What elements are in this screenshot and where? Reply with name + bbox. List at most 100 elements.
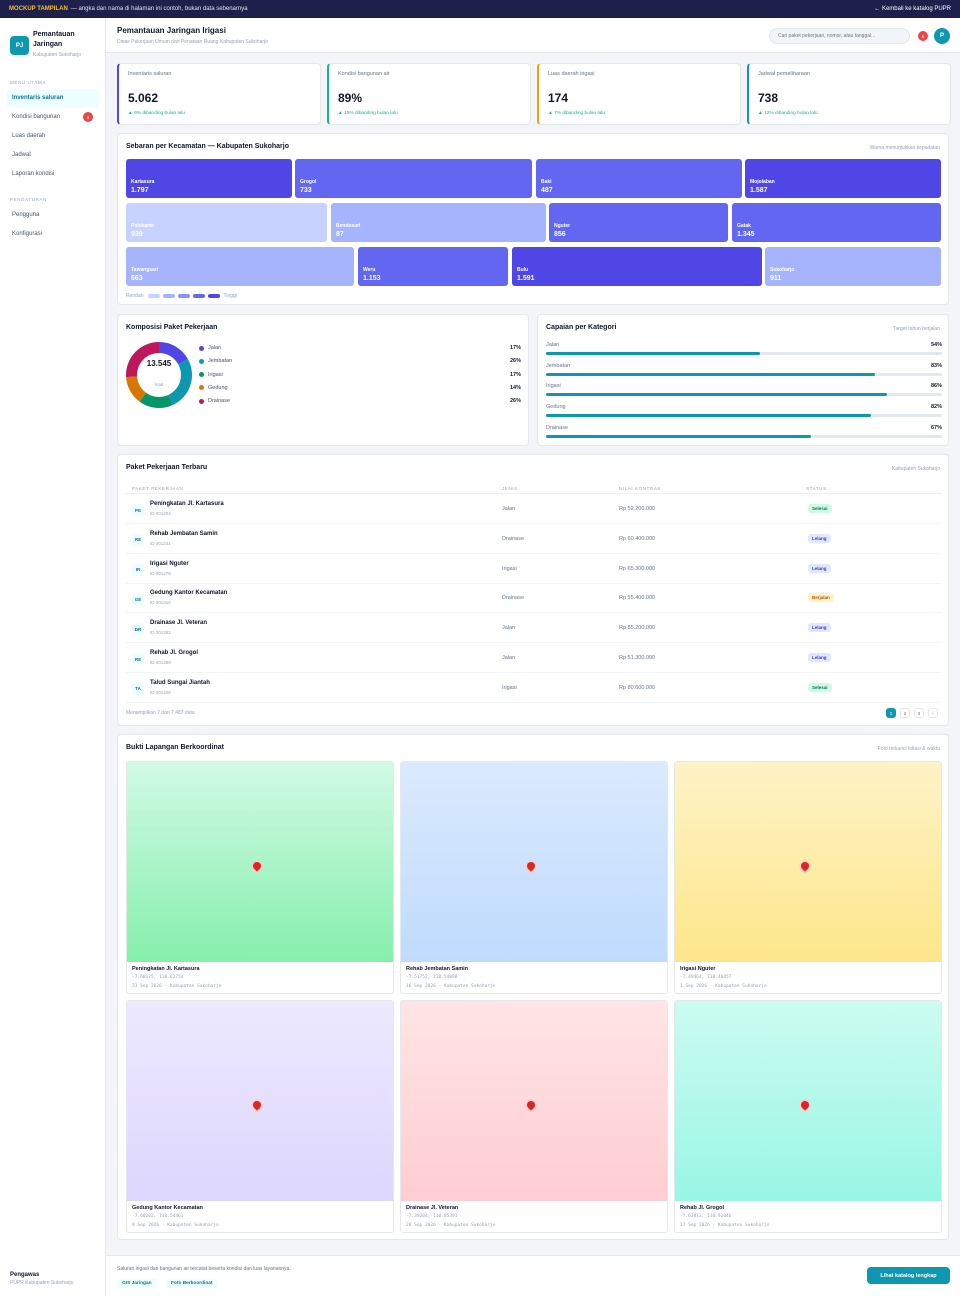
sidebar-item-luas-daerah[interactable]: Luas daerah	[6, 127, 99, 145]
user-info: Pengawas PUPR Kabupaten Sukoharjo	[10, 1272, 73, 1286]
package-name: Peningkatan Jl. Kartasura	[150, 501, 224, 507]
achievement-percent: 82%	[930, 404, 942, 411]
evidence-photo[interactable]: Peningkatan Jl. Kartasura -7.60175, 110.6…	[126, 761, 394, 994]
sidebar-item-kondisi-bangunan[interactable]: Kondisi bangunan 3	[6, 108, 99, 126]
photo-meta: 20 Sep 2026 · Kabupaten Sukoharjo	[406, 1223, 496, 1228]
avatar[interactable]: P	[934, 28, 950, 44]
table-row[interactable]: PE Peningkatan Jl. Kartasura ID 001204 Jala…	[126, 494, 942, 524]
district-tile[interactable]: Bulu 1.591	[512, 247, 762, 286]
package-type: Irigasi	[502, 684, 517, 691]
table-row[interactable]: DR Drainase Jl. Veteran ID 001352 Jalan Rp 8…	[126, 613, 942, 644]
district-name: Grogol	[300, 179, 317, 185]
achievement-percent: 67%	[930, 424, 942, 431]
achievement-row: Gedung 82%	[546, 404, 942, 418]
package-contract: Rp 60.400.000	[619, 535, 656, 542]
sidebar-section-title: PENGATURAN	[10, 197, 47, 202]
page-subtitle: Dinas Pekerjaan Umum dan Penataan Ruang …	[117, 39, 268, 45]
photo-meta: 16 Sep 2026 · Kabupaten Sukoharjo	[406, 984, 496, 989]
achievement-percent: 54%	[930, 342, 942, 348]
achievement-label: Irigasi	[546, 383, 561, 390]
evidence-photo[interactable]: Gedung Kantor Kecamatan -7.60202, 110.544…	[126, 1000, 394, 1233]
table-note: Kabupaten Sukoharjo	[891, 466, 940, 472]
table-row[interactable]: IR Irigasi Nguter ID 001278 Irigasi Rp 65.30…	[126, 554, 942, 584]
stat-card: Inventaris saluran 5.062 ▲ 9% dibanding bu…	[117, 63, 321, 125]
stat-value: 738	[758, 91, 779, 105]
stat-label: Kondisi bangunan air	[338, 71, 390, 77]
package-icon: TA	[132, 682, 144, 695]
package-type: Jalan	[502, 655, 516, 661]
district-tile[interactable]: Nguter 856	[549, 203, 728, 242]
progress-fill	[546, 352, 760, 355]
district-tile[interactable]: Sukoharjo 911	[765, 247, 941, 286]
legend-label: Jembatan	[208, 358, 233, 365]
photo-meta: 17 Sep 2026 · Kabupaten Sukoharjo	[680, 1223, 770, 1228]
next-page-button[interactable]: ›	[928, 708, 938, 718]
sidebar-item-inventaris-saluran[interactable]: Inventaris saluran	[6, 89, 99, 107]
package-id: ID 001315	[150, 600, 171, 606]
package-contract: Rp 80.600.000	[619, 684, 656, 691]
page-button[interactable]: 1	[886, 708, 896, 718]
col-contract: NILAI KONTRAK	[619, 486, 662, 491]
package-name: Talud Sungai Jiantah	[150, 679, 210, 686]
district-tile[interactable]: Tawangsari 663	[126, 247, 354, 286]
package-name: Rehab Jembatan Samin	[150, 530, 218, 537]
legend-dot	[199, 372, 204, 378]
district-value: 663	[131, 275, 143, 282]
district-tile[interactable]: Bendosari 87	[331, 203, 546, 242]
legend-dot	[199, 398, 204, 404]
sidebar-item-jadwal[interactable]: Jadwal	[6, 146, 99, 164]
composition-legend-item: Jembatan 26%	[199, 356, 521, 366]
sidebar-item-konfigurasi[interactable]: Konfigurasi	[6, 225, 99, 243]
legend-label: Irigasi	[208, 371, 223, 378]
legend-label: Drainase	[208, 398, 231, 405]
table-row[interactable]: RE Rehab Jl. Grogol ID 001389 Jalan Rp 51.30…	[126, 643, 942, 673]
photo-meta: 23 Sep 2026 · Kabupaten Sukoharjo	[132, 984, 222, 989]
photo-meta: 1 Sep 2026 · Kabupaten Sukoharjo	[680, 984, 767, 989]
package-id: ID 001278	[150, 570, 171, 576]
notification-badge[interactable]: 5	[918, 31, 928, 41]
photo-caption: Rehab Jembatan Samin	[406, 966, 469, 972]
district-tile[interactable]: Mojolaban 1.587	[745, 159, 941, 198]
achievement-row: Jalan 54%	[546, 342, 942, 355]
view-catalog-button[interactable]: Lihat katalog lengkap	[867, 1267, 950, 1284]
district-value: 87	[336, 231, 344, 238]
chip-photos[interactable]: Foto Berkoordinat	[166, 1279, 218, 1288]
evidence-photo[interactable]: Rehab Jembatan Samin -7.51752, 110.54098 1…	[400, 761, 668, 994]
table-row[interactable]: TA Talud Sungai Jiantah ID 001426 Irigasi Rp…	[126, 673, 942, 703]
photo-coordinates: -7.63813, 110.92046	[680, 1214, 732, 1219]
photos-note: Foto terkunci lokasi & waktu	[877, 746, 940, 752]
stat-card: Jadwal pemeliharaan 738 ▲ 12% dibanding bu…	[747, 63, 951, 125]
search-input[interactable]	[769, 28, 910, 44]
sidebar-item-laporan-kondisi[interactable]: Laporan kondisi	[6, 165, 99, 183]
page-button[interactable]: 2	[900, 708, 910, 718]
treemap-note: Warna menunjukkan kepadatan	[869, 145, 940, 151]
table-row[interactable]: GE Gedung Kantor Kecamatan ID 001315 Draina…	[126, 583, 942, 614]
density-legend: Rendah Tinggi	[126, 293, 237, 299]
package-contract: Rp 85.200.000	[619, 625, 656, 632]
evidence-photo[interactable]: Drainase Jl. Veteran -7.39204, 110.85391 2…	[400, 1000, 668, 1233]
sidebar-item-pengguna[interactable]: Pengguna	[6, 206, 99, 224]
district-tile[interactable]: Grogol 733	[295, 159, 532, 198]
sidebar-item-label: Jadwal	[12, 152, 31, 158]
user-org: PUPR Kabupaten Sukoharjo	[10, 1280, 74, 1286]
stat-value: 5.062	[128, 91, 159, 105]
table-row[interactable]: RE Rehab Jembatan Samin ID 001241 Drainase R…	[126, 524, 942, 554]
package-contract: Rp 55.400.000	[619, 595, 656, 602]
district-tile[interactable]: Polokarto 939	[126, 203, 327, 242]
package-icon: RE	[132, 653, 144, 665]
evidence-photo[interactable]: Irigasi Nguter -7.49464, 110.46457 1 Sep 2…	[674, 761, 942, 994]
sidebar-item-label: Inventaris saluran	[12, 95, 64, 101]
district-tile[interactable]: Kartasura 1.797	[126, 159, 292, 198]
district-tile[interactable]: Gatak 1.345	[732, 203, 941, 242]
district-tile[interactable]: Baki 487	[536, 159, 742, 198]
chip-gis[interactable]: GIS Jaringan	[117, 1279, 157, 1288]
evidence-photo[interactable]: Rehab Jl. Grogol -7.63813, 110.92046 17 Se…	[674, 1000, 942, 1233]
achievement-row: Jembatan 83%	[546, 363, 942, 376]
page-button[interactable]: 3	[914, 708, 924, 718]
photo-coordinates: -7.49464, 110.46457	[680, 975, 732, 980]
district-tile[interactable]: Weru 1.153	[358, 247, 508, 286]
sidebar-item-badge: 3	[83, 112, 93, 122]
back-to-catalog-link[interactable]: ← Kembali ke katalog PUPR	[874, 6, 951, 12]
user-role: Pengawas	[10, 1272, 40, 1278]
sidebar-nav: MENU UTAMA Inventaris saluran Kondisi bang…	[0, 80, 105, 243]
